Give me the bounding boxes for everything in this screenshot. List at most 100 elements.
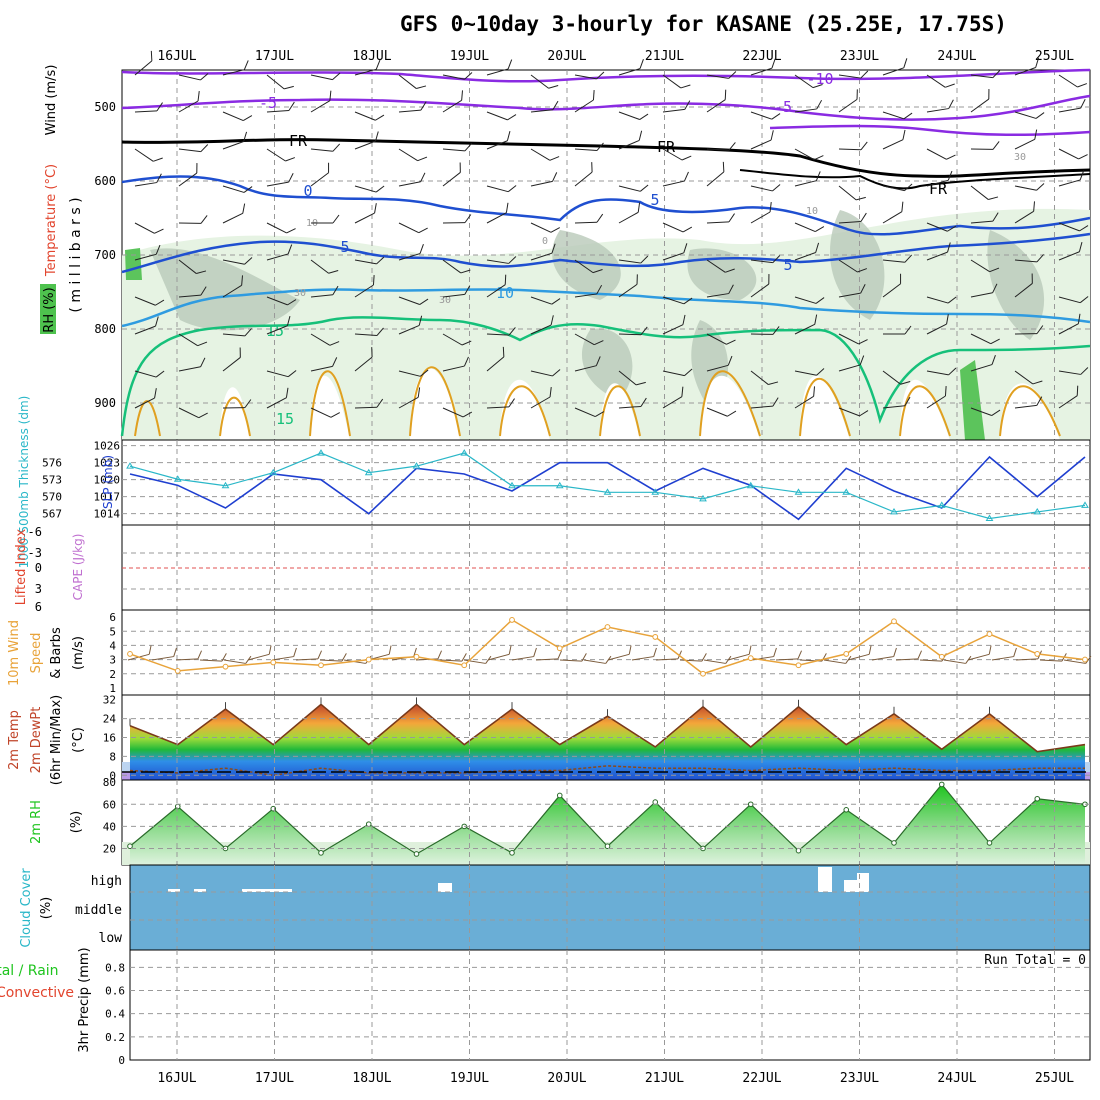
barb-flag [548,84,559,89]
barb-shaft [178,74,201,81]
wind-barb [838,185,866,201]
wind-ylabel-3: & Barbs [49,627,64,679]
thickness-point [985,514,994,521]
barb-shaft [398,181,421,187]
wind-barb [1058,313,1081,335]
contour-label: 5 [783,256,792,274]
barb-flag [550,227,560,233]
barb-shaft [310,407,332,418]
barb-shaft [970,333,991,345]
lifted-index-tick-label: 3 [35,582,42,596]
wind-barb [970,185,999,201]
thickness-point [173,475,182,482]
wind-speed-point [652,634,659,640]
barb-flag [1036,183,1045,191]
wind-barb [794,242,820,261]
wind-barb [926,367,957,376]
wind-barb [178,73,209,81]
wind-barb [794,171,821,187]
wind-barb [134,50,153,76]
wind-speed-point [222,663,229,670]
pressure-tick-label: 900 [94,396,116,410]
barb-shaft [926,251,948,261]
wind-speed-point [1034,651,1041,657]
wind-barb [926,296,957,304]
barb-flag [988,645,992,655]
wind-barb [706,259,735,273]
wind-barb [970,70,1001,79]
barb-flag [1033,201,1036,212]
barb-shaft [319,659,342,662]
barb-shaft [178,333,198,347]
barb-flag [1013,647,1017,657]
barb-flag [1079,225,1089,232]
wind-barb [134,173,162,187]
contour-label: -5 [774,98,792,116]
wind-barb [1058,170,1085,187]
pressure-tick-label: 700 [94,248,116,262]
wind-barb [134,296,165,306]
wind-barb [838,259,868,273]
wind-barb [1058,74,1088,88]
wind-barb [222,111,253,122]
barb-shaft [706,259,726,273]
thickness-tick-label: 567 [42,508,62,521]
barb-shaft [706,171,725,187]
cloud-tick-label: low [99,931,123,946]
barb-shaft [310,100,331,113]
barb-shaft [1014,185,1037,191]
precip-tick-label: 0.8 [105,961,125,974]
barb-flag [156,173,162,183]
rh-point [795,847,802,854]
wind-barb [618,326,648,336]
barb-flag [268,645,272,655]
barb-shaft [1014,283,1033,298]
barb-shaft [266,253,289,261]
wind-barb [354,59,381,76]
wind-barb [442,72,473,80]
bottom-date-label: 22JUL [742,1071,781,1086]
contour-label: 10 [806,206,818,217]
surface-wind-barb [631,647,657,661]
wind-barb [530,296,561,305]
wind-barb [750,255,781,264]
contour-freezing [121,138,1091,178]
wind-barb [442,356,469,372]
contour-freezing-b [739,169,1091,190]
barb-flag [155,370,165,378]
barb-shaft [1058,395,1078,409]
wind-barb [926,222,957,232]
wind-barb [574,90,595,113]
wind-barb [926,170,953,187]
barb-flag [725,268,735,273]
barb-flag [596,213,604,223]
barb-shaft [134,110,157,113]
barb-shaft [223,659,246,664]
barb-flag [1076,385,1079,396]
barb-shaft [750,283,770,298]
barb-flag [417,387,421,398]
barb-flag [374,203,377,214]
rh-tick-label: 80 [103,776,116,789]
wind-barb [222,328,252,337]
barb-flag [728,71,737,79]
barb-flag [420,172,426,183]
barb-flag [917,650,923,660]
wind-speed-point [365,656,372,663]
wind-barb [838,333,868,345]
barb-flag [200,357,206,368]
barb-shaft [574,293,597,298]
wind-barb [486,256,517,264]
barb-shaft [247,653,270,661]
wind-barb [398,148,428,162]
barb-shaft [178,407,199,419]
wind-barb [266,74,294,90]
barb-flag [419,298,429,305]
barb-shaft [618,139,640,150]
barb-shaft [134,182,157,187]
thickness-ylabel: 1000-500mb Thickness (dm) [17,396,31,569]
barb-flag [635,381,646,386]
barb-shaft [1058,222,1080,232]
barb-flag [288,101,295,111]
barb-flag [243,186,253,193]
